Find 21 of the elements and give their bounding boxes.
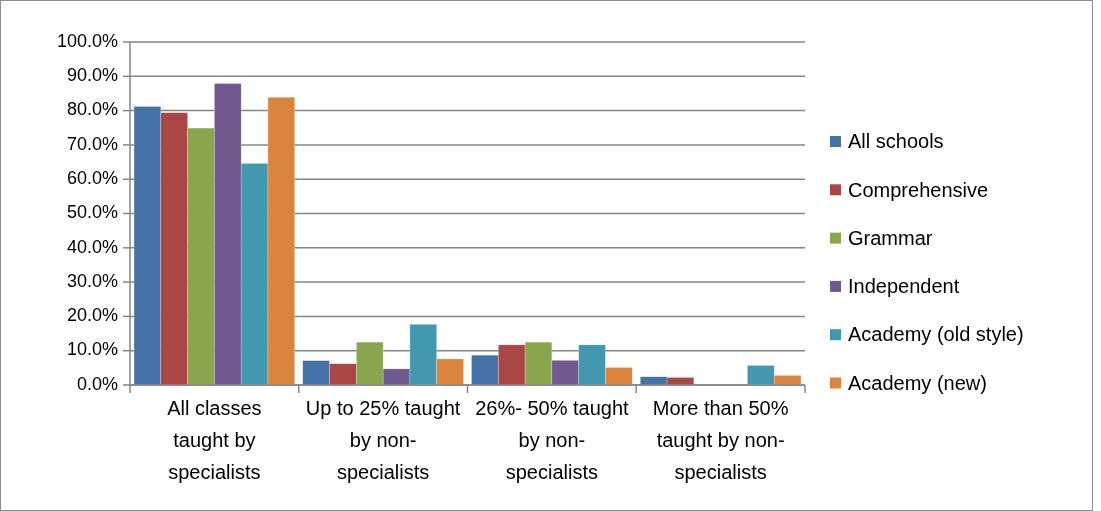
y-tick-label: 10.0% <box>66 339 118 360</box>
legend-label: Academy (old style) <box>848 323 1024 346</box>
x-tick-label: More than 50% taught by non-specialists <box>652 397 789 483</box>
x-tick-label: 26%- 50% taught by non-specialists <box>475 397 630 483</box>
x-tick-label: Up to 25% taught by non-specialists <box>305 397 461 483</box>
legend-label: Independent <box>848 275 960 298</box>
y-tick-label: 20.0% <box>66 305 118 326</box>
y-tick-label: 40.0% <box>66 236 118 257</box>
y-tick-label: 50.0% <box>66 202 118 223</box>
y-tick-label: 100.0% <box>56 30 118 51</box>
y-tick-label: 90.0% <box>66 65 118 86</box>
legend-label: Comprehensive <box>848 178 989 201</box>
y-tick-label: 0.0% <box>76 373 118 394</box>
y-tick-label: 70.0% <box>66 133 118 154</box>
legend-label: Academy (new) <box>848 371 987 394</box>
legend-label: All schools <box>848 130 944 153</box>
y-tick-label: 80.0% <box>66 99 118 120</box>
legend-label: Grammar <box>848 226 933 249</box>
y-tick-label: 60.0% <box>66 167 118 188</box>
x-tick-label: All classes taught by specialists <box>167 397 262 483</box>
y-tick-label: 30.0% <box>66 270 118 291</box>
